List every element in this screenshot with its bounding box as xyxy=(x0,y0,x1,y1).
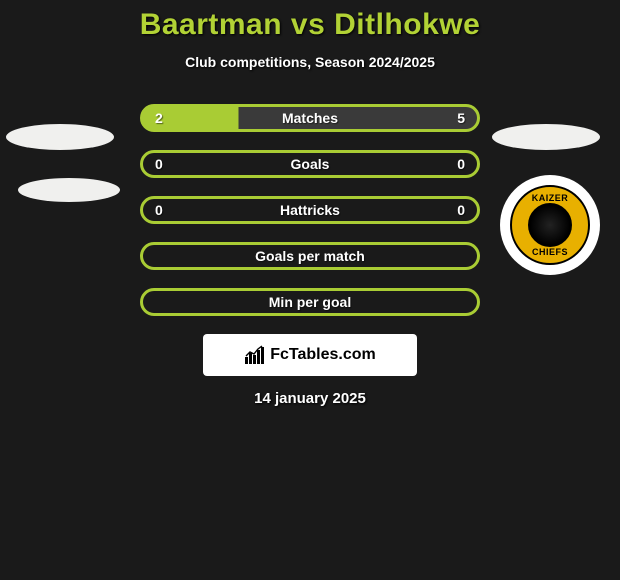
club-badge-text-top: KAIZER xyxy=(512,193,588,203)
page-title: Baartman vs Ditlhokwe xyxy=(0,8,620,42)
player-left-logo-placeholder-2 xyxy=(18,178,120,202)
club-badge-center xyxy=(528,203,572,247)
brand-text: FcTables.com xyxy=(270,346,376,364)
stat-row: Goals per match xyxy=(140,242,480,270)
stat-label: Min per goal xyxy=(143,294,477,310)
club-badge-inner: KAIZER CHIEFS xyxy=(510,185,590,265)
brand-box[interactable]: FcTables.com xyxy=(203,334,417,376)
club-badge-outer: KAIZER CHIEFS xyxy=(500,175,600,275)
date-label: 14 january 2025 xyxy=(0,390,620,407)
player-right-logo-placeholder-1 xyxy=(492,124,600,150)
chart-icon xyxy=(244,345,268,365)
stat-label: Goals xyxy=(143,156,477,172)
stat-label: Goals per match xyxy=(143,248,477,264)
stat-row: 2Matches5 xyxy=(140,104,480,132)
stat-label: Matches xyxy=(143,110,477,126)
stat-label: Hattricks xyxy=(143,202,477,218)
club-badge-right: KAIZER CHIEFS xyxy=(500,175,600,275)
player-left-logo-placeholder-1 xyxy=(6,124,114,150)
stat-row: 0Goals0 xyxy=(140,150,480,178)
stat-row: 0Hattricks0 xyxy=(140,196,480,224)
page-subtitle: Club competitions, Season 2024/2025 xyxy=(0,54,620,70)
stat-row: Min per goal xyxy=(140,288,480,316)
club-badge-text-bottom: CHIEFS xyxy=(512,247,588,257)
